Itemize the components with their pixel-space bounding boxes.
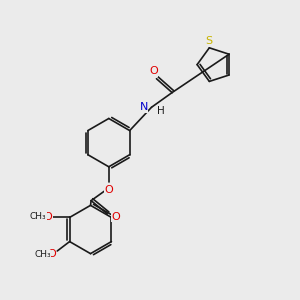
Text: CH₃: CH₃ [30,212,46,221]
Text: O: O [104,185,113,195]
Text: O: O [149,66,158,76]
Text: O: O [43,212,52,222]
Text: S: S [205,36,212,46]
Text: N: N [140,102,148,112]
Text: H: H [157,106,164,116]
Text: O: O [47,249,56,259]
Text: CH₃: CH₃ [34,250,51,259]
Text: O: O [112,212,121,222]
